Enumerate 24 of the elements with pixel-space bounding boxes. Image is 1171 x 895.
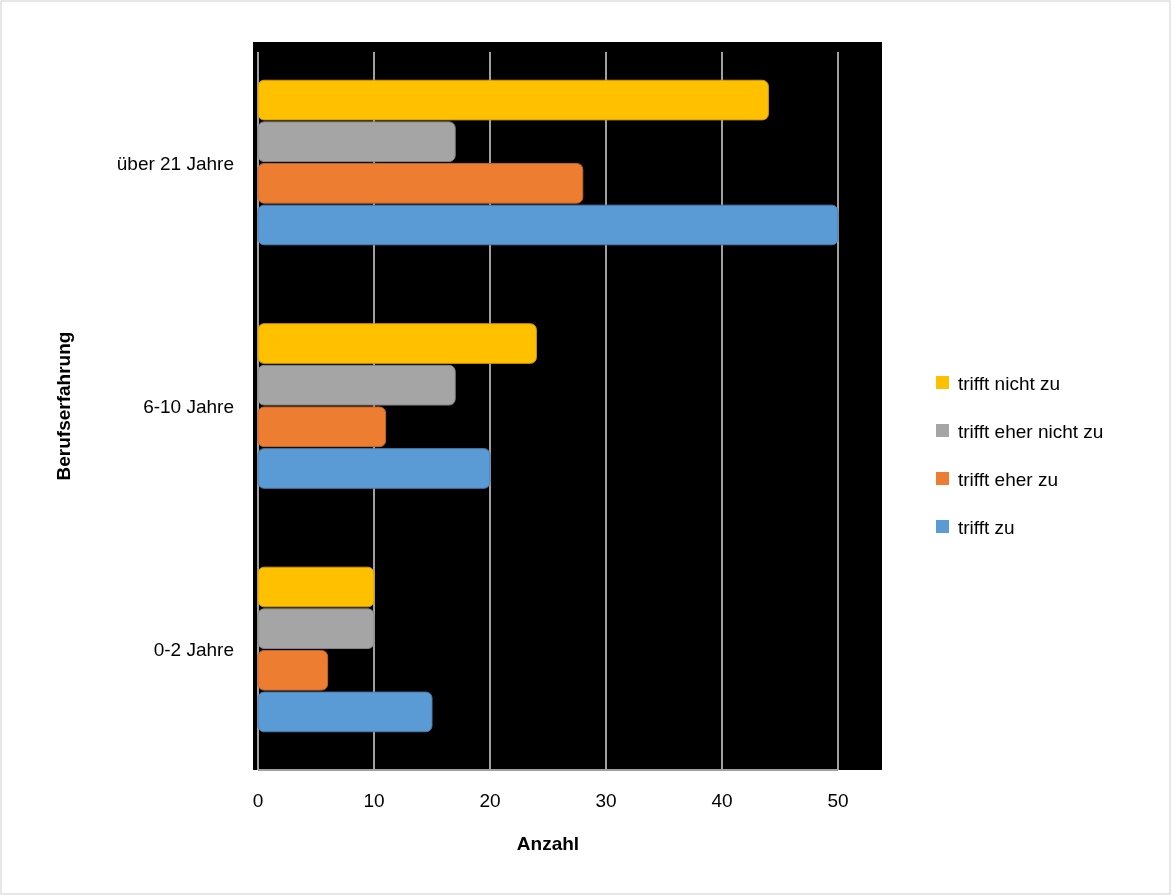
x-axis-title: Anzahl <box>516 833 580 854</box>
bar <box>257 323 537 364</box>
bar <box>257 79 769 121</box>
bar <box>257 649 329 691</box>
bar <box>257 406 387 448</box>
y-tick-label: 6-10 Jahre <box>143 396 234 417</box>
bar <box>257 691 433 733</box>
y-tick-label: 0-2 Jahre <box>153 639 234 661</box>
bar <box>257 204 839 246</box>
legend-label: trifft zu <box>958 517 1015 538</box>
x-tick-label: 20 <box>479 790 501 811</box>
y-axis-title: Berufserfahrung <box>53 331 74 481</box>
x-tick-label: 30 <box>595 790 617 811</box>
legend-label: trifft nicht zu <box>958 373 1061 394</box>
x-tick-label: 0 <box>252 790 264 811</box>
y-tick-label: über 21 Jahre <box>116 152 234 174</box>
x-tick-label: 40 <box>711 790 733 811</box>
bar <box>257 448 491 489</box>
legend-label: trifft eher nicht zu <box>958 421 1104 442</box>
legend-label: trifft eher zu <box>958 469 1058 490</box>
x-tick-label: 10 <box>363 790 385 811</box>
bar <box>257 163 584 204</box>
bar <box>257 566 375 608</box>
x-tick-label: 50 <box>827 790 849 811</box>
